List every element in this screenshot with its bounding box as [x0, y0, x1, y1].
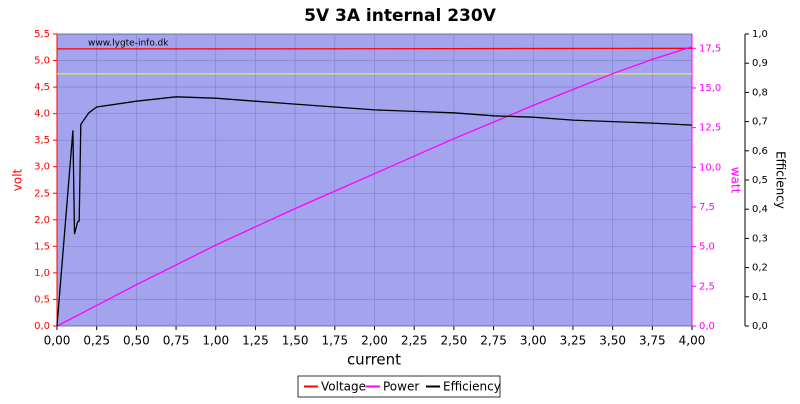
y-axis-label: volt — [11, 168, 25, 191]
y3-tick-label: 0,8 — [752, 87, 768, 98]
y-tick-label: 4,5 — [34, 82, 50, 93]
x-tick-label: 0,75 — [163, 334, 190, 348]
x-tick-label: 2,50 — [441, 334, 468, 348]
y2-tick-label: 10,0 — [699, 162, 721, 173]
y-tick-label: 0,5 — [34, 294, 50, 305]
x-tick-label: 2,75 — [480, 334, 507, 348]
y2-axis-label: watt — [729, 167, 743, 194]
y3-tick-label: 0,9 — [752, 58, 768, 69]
series-line — [56, 46, 693, 327]
x-tick-label: 1,00 — [202, 334, 229, 348]
y2-tick-label: 17,5 — [699, 43, 721, 54]
y2-tick-label: 2,5 — [699, 281, 715, 292]
x-tick-label: 0,25 — [83, 334, 110, 348]
x-tick-label: 1,75 — [321, 334, 348, 348]
y2-tick-label: 0,0 — [699, 321, 715, 332]
legend-box — [297, 375, 501, 398]
legend-label: Power — [383, 380, 419, 394]
y-tick-label: 2,0 — [34, 215, 50, 226]
y2-tick-label: 7,5 — [699, 202, 715, 213]
x-tick-label: 2,00 — [361, 334, 388, 348]
x-tick-label: 1,25 — [242, 334, 269, 348]
y3-tick-label: 0,4 — [752, 204, 768, 215]
y3-axis-label: Efficiency — [774, 151, 788, 209]
y-tick-label: 2,5 — [34, 188, 50, 199]
x-tick-label: 3,75 — [639, 334, 666, 348]
y-tick-label: 5,5 — [34, 29, 50, 40]
y-tick-label: 5,0 — [34, 56, 50, 67]
legend-label: Efficiency — [443, 380, 501, 394]
legend-label: Voltage — [321, 380, 366, 394]
y3-tick-label: 0,1 — [752, 292, 768, 303]
y-tick-label: 1,5 — [34, 241, 50, 252]
x-axis-label: current — [347, 351, 401, 369]
y3-tick-label: 0,6 — [752, 146, 768, 157]
x-tick-label: 1,50 — [282, 334, 309, 348]
y-tick-label: 1,0 — [34, 268, 50, 279]
x-tick-label: 3,00 — [520, 334, 547, 348]
x-tick-label: 0,00 — [44, 334, 71, 348]
y3-tick-label: 0,2 — [752, 263, 768, 274]
series-line — [57, 47, 693, 50]
x-tick-label: 3,50 — [599, 334, 626, 348]
x-tick-label: 4,00 — [679, 334, 706, 348]
chart-title: 5V 3A internal 230V — [304, 6, 497, 26]
y3-tick-label: 0,3 — [752, 233, 768, 244]
series-line — [56, 96, 693, 327]
y-tick-label: 3,5 — [34, 135, 50, 146]
y3-tick-label: 0,0 — [752, 321, 768, 332]
y3-tick-label: 0,5 — [752, 175, 768, 186]
y2-tick-label: 15,0 — [699, 83, 721, 94]
x-tick-label: 3,25 — [560, 334, 587, 348]
x-tick-label: 0,50 — [123, 334, 150, 348]
y-tick-label: 0,0 — [34, 321, 50, 332]
y-tick-label: 3,0 — [34, 162, 50, 173]
x-tick-label: 2,25 — [401, 334, 428, 348]
y-tick-label: 4,0 — [34, 109, 50, 120]
y2-tick-label: 5,0 — [699, 242, 715, 253]
y3-tick-label: 1,0 — [752, 29, 768, 40]
y3-tick-label: 0,7 — [752, 117, 768, 128]
y2-tick-label: 12,5 — [699, 123, 721, 134]
watermark: www.lygte-info.dk — [88, 39, 169, 49]
